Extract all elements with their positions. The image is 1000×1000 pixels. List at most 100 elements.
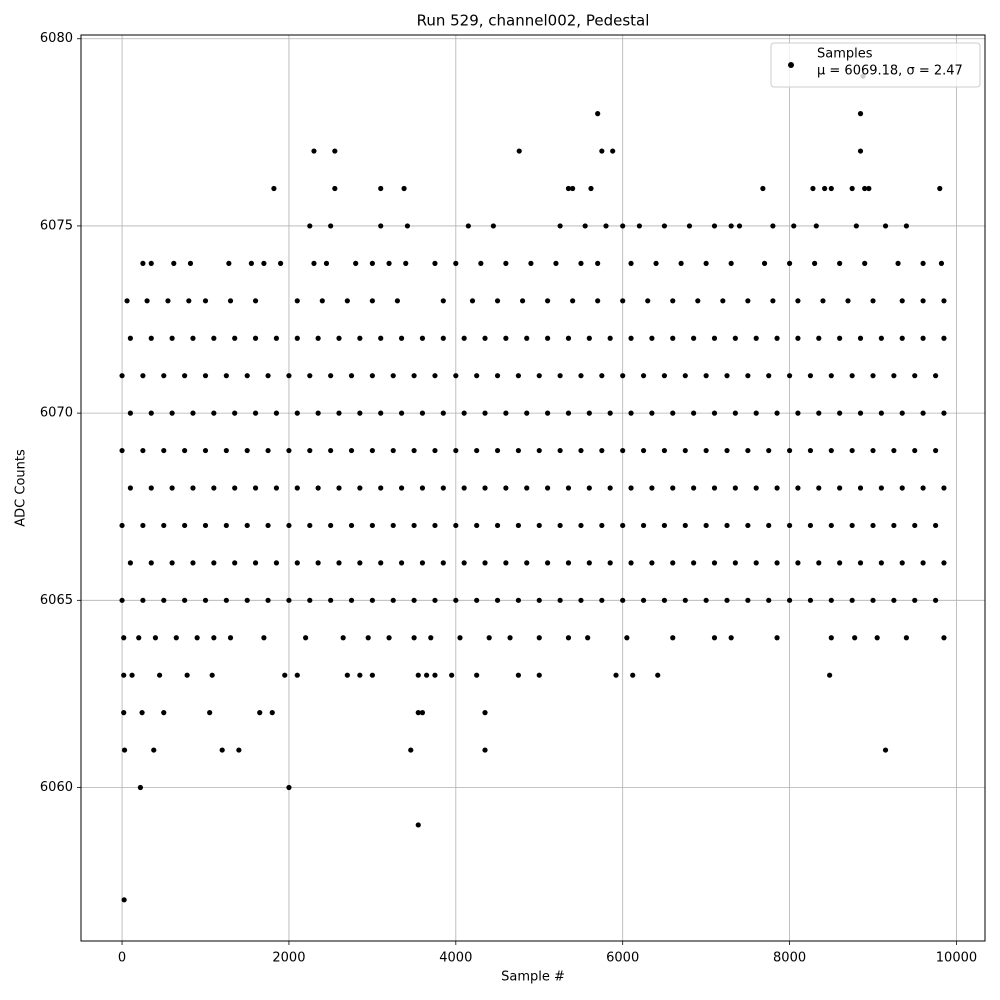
- point: [711, 635, 718, 641]
- point: [357, 672, 363, 678]
- point: [190, 560, 196, 566]
- point: [703, 447, 709, 454]
- point: [328, 447, 334, 454]
- point: [786, 373, 793, 379]
- legend-marker: [788, 62, 794, 68]
- point: [252, 560, 259, 566]
- point: [653, 260, 659, 266]
- point: [139, 710, 145, 716]
- point: [828, 597, 834, 603]
- point: [761, 260, 768, 266]
- point: [311, 260, 317, 266]
- point: [161, 597, 167, 603]
- point: [857, 560, 864, 566]
- point: [332, 148, 338, 154]
- point: [578, 260, 584, 266]
- point: [828, 447, 834, 454]
- point: [661, 447, 668, 454]
- point: [565, 410, 572, 416]
- point: [223, 597, 229, 603]
- point: [403, 260, 409, 266]
- point: [891, 447, 897, 454]
- point: [745, 597, 751, 603]
- point: [586, 485, 592, 491]
- point: [515, 597, 521, 603]
- point: [507, 635, 513, 641]
- point: [277, 260, 284, 266]
- point: [398, 560, 405, 566]
- point: [503, 260, 509, 266]
- point: [545, 485, 551, 491]
- point: [209, 672, 215, 678]
- point: [822, 185, 828, 192]
- point: [599, 373, 605, 379]
- point: [661, 223, 668, 229]
- legend-box: [770, 42, 981, 88]
- point: [613, 672, 619, 678]
- point: [837, 335, 843, 341]
- point: [837, 260, 843, 266]
- point: [628, 260, 634, 266]
- point: [457, 635, 463, 641]
- y-tick-label: 6065: [40, 593, 73, 608]
- point: [482, 710, 488, 716]
- point: [494, 447, 501, 454]
- point: [169, 560, 175, 566]
- point: [711, 485, 718, 491]
- point: [140, 373, 146, 379]
- point: [398, 410, 405, 416]
- point: [474, 447, 480, 454]
- point: [753, 410, 759, 416]
- point: [899, 410, 905, 416]
- point: [920, 560, 926, 566]
- point: [770, 223, 776, 229]
- point: [620, 597, 626, 603]
- point: [328, 597, 334, 603]
- point: [461, 560, 467, 566]
- point: [315, 335, 321, 341]
- point: [866, 185, 872, 192]
- point: [586, 410, 592, 416]
- point: [271, 185, 277, 192]
- point: [411, 597, 417, 603]
- point: [536, 447, 542, 454]
- point: [578, 522, 584, 529]
- point: [348, 597, 355, 603]
- point: [151, 747, 157, 753]
- point: [294, 485, 300, 491]
- point: [753, 335, 759, 341]
- point: [857, 148, 864, 154]
- point: [636, 223, 642, 229]
- point: [595, 298, 601, 304]
- point: [449, 672, 455, 678]
- point: [745, 373, 751, 379]
- point: [862, 260, 868, 266]
- point: [920, 260, 926, 266]
- point: [828, 635, 834, 641]
- point: [144, 298, 150, 304]
- point: [390, 447, 396, 454]
- point: [528, 260, 534, 266]
- point: [265, 373, 271, 379]
- point: [882, 223, 889, 229]
- point: [503, 410, 509, 416]
- point: [319, 298, 325, 304]
- point: [169, 485, 175, 491]
- point: [703, 522, 709, 529]
- point: [140, 447, 146, 454]
- point: [494, 373, 501, 379]
- point: [837, 485, 843, 491]
- legend-label: Samples: [817, 47, 873, 62]
- point: [378, 223, 384, 229]
- point: [516, 148, 522, 154]
- point: [753, 485, 759, 491]
- point: [565, 485, 572, 491]
- point: [474, 672, 480, 678]
- point: [870, 447, 876, 454]
- point: [937, 185, 943, 192]
- point: [336, 410, 342, 416]
- x-tick-label: 10000: [936, 951, 977, 966]
- point: [494, 522, 501, 529]
